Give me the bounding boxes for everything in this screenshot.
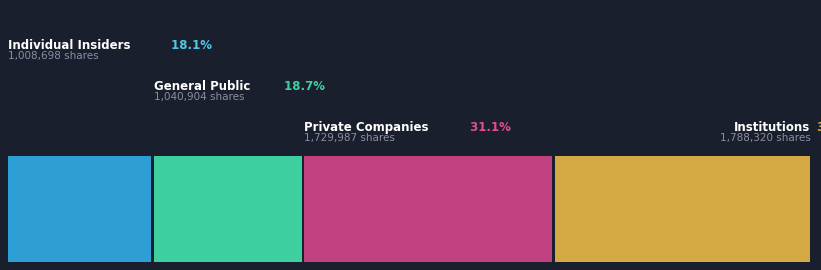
Text: General Public: General Public bbox=[154, 80, 250, 93]
Bar bbox=[8, 156, 151, 262]
Text: 1,729,987 shares: 1,729,987 shares bbox=[305, 133, 395, 143]
Text: Individual Insiders: Individual Insiders bbox=[8, 39, 131, 52]
Text: 32.1%: 32.1% bbox=[813, 121, 821, 134]
Text: 18.1%: 18.1% bbox=[167, 39, 212, 52]
Text: 18.7%: 18.7% bbox=[280, 80, 325, 93]
Text: Institutions: Institutions bbox=[734, 121, 810, 134]
Text: 1,008,698 shares: 1,008,698 shares bbox=[8, 51, 99, 61]
Text: 31.1%: 31.1% bbox=[466, 121, 511, 134]
Text: 1,788,320 shares: 1,788,320 shares bbox=[720, 133, 810, 143]
Text: Private Companies: Private Companies bbox=[305, 121, 429, 134]
Bar bbox=[154, 156, 302, 262]
Bar bbox=[305, 156, 552, 262]
Text: 1,040,904 shares: 1,040,904 shares bbox=[154, 92, 245, 102]
Bar bbox=[554, 156, 810, 262]
